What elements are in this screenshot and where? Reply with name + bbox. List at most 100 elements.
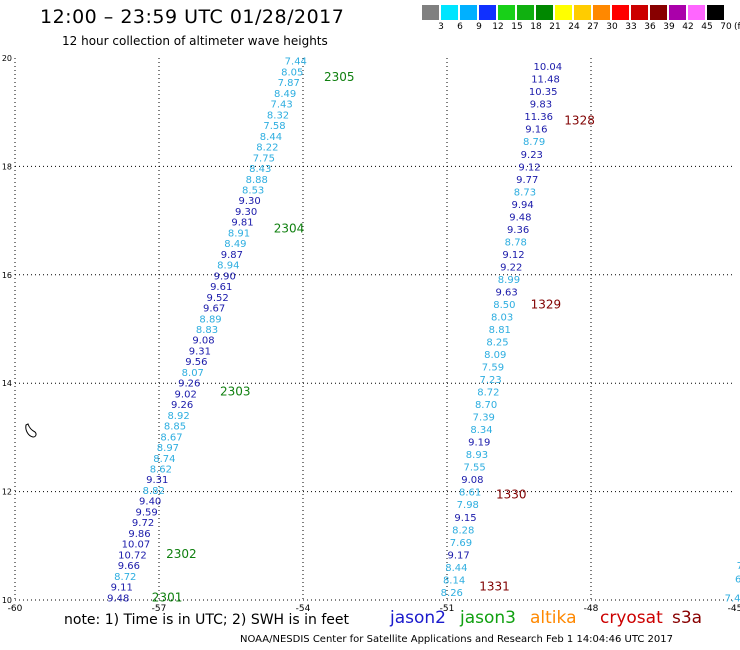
east-swh-value: 9.12 <box>502 250 524 261</box>
legend-swatch-6 <box>441 5 458 20</box>
west-swh-value: 9.87 <box>221 250 243 261</box>
west-swh-value: 8.97 <box>157 443 179 454</box>
west-swh-value: 9.11 <box>111 583 133 594</box>
east-swh-value: 9.15 <box>454 513 476 524</box>
west-swh-value: 8.74 <box>153 454 175 465</box>
lon-tick-label: -57 <box>152 604 167 614</box>
west-swh-value: 7.44 <box>285 57 307 68</box>
east-swh-value: 9.12 <box>518 162 540 173</box>
map-title: 12:00 – 23:59 UTC 01/28/2017 <box>40 6 345 28</box>
legend-swatch-39 <box>650 5 667 20</box>
edge-swh-value: 7 <box>737 561 740 572</box>
east-swh-value: 9.77 <box>516 175 538 186</box>
legend-label-39: 39 <box>663 22 675 32</box>
east-swh-value: 8.79 <box>523 137 545 148</box>
legend-label-3: 3 <box>438 22 444 32</box>
west-swh-value: 9.08 <box>192 336 214 347</box>
east-swh-value: 8.61 <box>459 488 481 499</box>
legend-swatch-18 <box>517 5 534 20</box>
west-time-label: 2301 <box>152 590 183 604</box>
legend-swatch-70 <box>707 5 724 20</box>
legend-label-6: 6 <box>457 22 463 32</box>
east-time-label: 1330 <box>496 487 527 501</box>
legend-swatch-21 <box>536 5 553 20</box>
west-swh-value: 8.62 <box>150 465 172 476</box>
lat-tick-label: 10 <box>2 596 12 605</box>
west-swh-value: 8.07 <box>182 368 204 379</box>
legend-label-18: 18 <box>530 22 542 32</box>
west-swh-value: 9.26 <box>178 379 200 390</box>
west-swh-value: 7.87 <box>278 78 300 89</box>
legend-swatch-27 <box>574 5 591 20</box>
legend-label-36: 36 <box>644 22 656 32</box>
east-swh-value: 8.26 <box>441 588 463 599</box>
east-swh-value: 8.50 <box>493 300 515 311</box>
west-swh-value: 10.72 <box>118 550 147 561</box>
satellite-jason3: jason3 <box>460 608 516 628</box>
west-swh-value: 8.22 <box>256 143 278 154</box>
east-swh-value: 9.36 <box>507 225 529 236</box>
legend-label-42: 42 <box>682 22 694 32</box>
legend-swatch-24 <box>555 5 572 20</box>
west-swh-value: 8.88 <box>246 175 268 186</box>
west-swh-value: 9.30 <box>238 196 260 207</box>
lat-tick-label: 20 <box>2 54 12 63</box>
east-swh-value: 8.93 <box>466 450 488 461</box>
legend-label-15: 15 <box>511 22 523 32</box>
legend-swatch-33 <box>612 5 629 20</box>
west-swh-value: 8.92 <box>167 411 189 422</box>
west-time-label: 2305 <box>324 70 355 84</box>
west-swh-value: 8.91 <box>228 228 250 239</box>
legend-swatch-42 <box>669 5 686 20</box>
legend-label-45: 45 <box>701 22 713 32</box>
west-swh-value: 7.43 <box>270 100 292 111</box>
lon-tick-label: -51 <box>440 604 455 614</box>
satellite-altika: altika <box>530 608 577 628</box>
east-swh-value: 8.09 <box>484 350 506 361</box>
satellite-cryosat: cryosat <box>600 608 663 628</box>
east-swh-value: 8.78 <box>505 237 527 248</box>
east-swh-value: 7.98 <box>457 500 479 511</box>
west-swh-value: 9.81 <box>231 218 253 229</box>
west-swh-value: 8.44 <box>260 132 282 143</box>
legend-swatch-30 <box>593 5 610 20</box>
west-swh-value: 8.89 <box>199 314 221 325</box>
west-swh-value: 9.30 <box>235 207 257 218</box>
east-swh-value: 11.48 <box>531 75 560 86</box>
east-time-label: 1329 <box>531 298 562 312</box>
lon-tick-label: -54 <box>296 604 311 614</box>
east-swh-value: 8.99 <box>498 275 520 286</box>
east-swh-value: 8.14 <box>443 575 465 586</box>
west-swh-value: 9.61 <box>210 282 232 293</box>
west-swh-value: 8.43 <box>249 164 271 175</box>
east-swh-value: 9.22 <box>500 262 522 273</box>
west-time-label: 2303 <box>220 384 251 398</box>
east-swh-value: 7.55 <box>464 463 486 474</box>
west-swh-value: 8.49 <box>224 239 246 250</box>
legend-label-27: 27 <box>587 22 599 32</box>
lat-tick-label: 12 <box>2 488 12 497</box>
east-swh-value: 9.16 <box>525 125 547 136</box>
west-swh-value: 8.49 <box>274 89 296 100</box>
west-swh-value: 9.66 <box>118 561 140 572</box>
east-swh-value: 8.81 <box>489 325 511 336</box>
west-swh-value: 8.82 <box>143 486 165 497</box>
island-outline <box>25 423 37 438</box>
east-swh-value: 11.36 <box>524 112 553 123</box>
east-swh-value: 9.19 <box>468 438 490 449</box>
legend-unit: (ft) <box>734 22 740 32</box>
legend-swatch-45 <box>688 5 705 20</box>
west-swh-value: 9.52 <box>207 293 229 304</box>
east-swh-value: 8.72 <box>477 388 499 399</box>
west-swh-value: 9.90 <box>214 271 236 282</box>
west-swh-value: 9.31 <box>189 346 211 357</box>
edge-swh-value: 6. <box>735 574 740 585</box>
east-swh-value: 9.23 <box>521 150 543 161</box>
east-swh-value: 9.83 <box>530 100 552 111</box>
legend-label-33: 33 <box>625 22 637 32</box>
west-swh-value: 9.56 <box>185 357 207 368</box>
edge-swh-value: 7.4 <box>725 593 740 604</box>
east-swh-value: 7.59 <box>482 363 504 374</box>
west-swh-value: 8.67 <box>160 432 182 443</box>
